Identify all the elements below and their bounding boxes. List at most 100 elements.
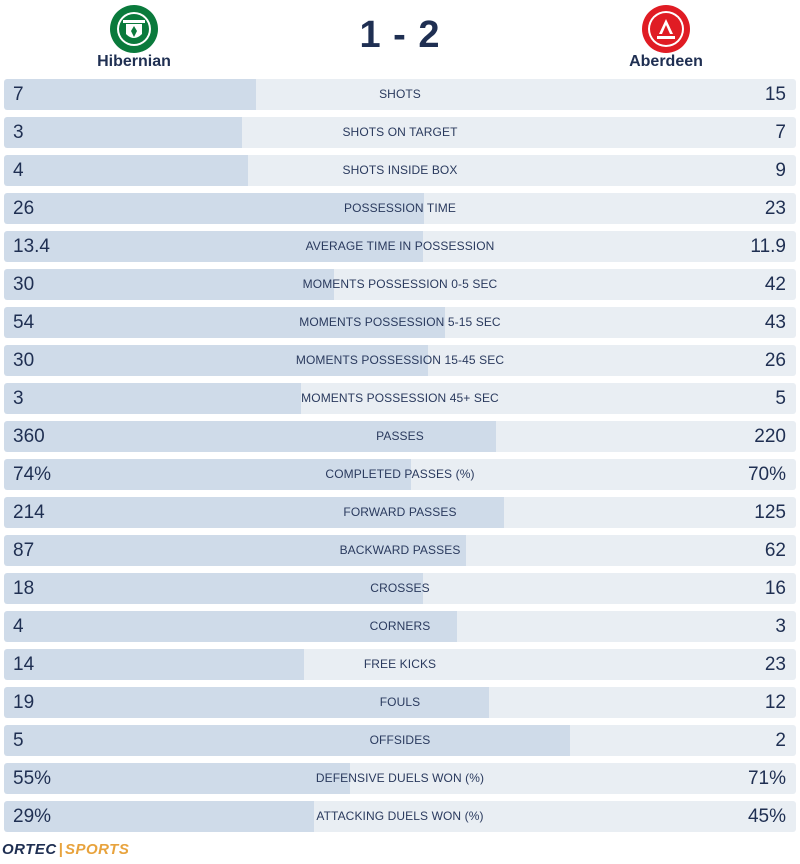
stats-comparison-chart: 7 SHOTS 15 3 SHOTS ON TARGET 7 4 SHOTS INSIDE B… bbox=[4, 79, 796, 839]
stat-row: 14 FREE KICKS 23 bbox=[4, 649, 796, 680]
home-share-bar bbox=[4, 117, 242, 148]
stat-row: 18 CROSSES 16 bbox=[4, 573, 796, 604]
stat-label: MOMENTS POSSESSION 0-5 SEC bbox=[302, 277, 498, 291]
away-value: 3 bbox=[775, 616, 786, 637]
home-share-bar bbox=[4, 345, 429, 376]
stat-label: FREE KICKS bbox=[363, 657, 437, 671]
home-value: 87 bbox=[13, 540, 35, 561]
home-share-bar bbox=[4, 269, 334, 300]
stat-label: MOMENTS POSSESSION 15-45 SEC bbox=[295, 353, 505, 367]
home-value: 13.4 bbox=[13, 236, 50, 257]
home-value: 3 bbox=[13, 388, 24, 409]
home-share-bar bbox=[4, 573, 424, 604]
home-value: 26 bbox=[13, 198, 35, 219]
away-value: 23 bbox=[764, 654, 786, 675]
match-score: 1 - 2 bbox=[359, 14, 441, 56]
stat-label: SHOTS INSIDE BOX bbox=[342, 163, 458, 177]
away-value: 62 bbox=[764, 540, 786, 561]
home-share-bar bbox=[4, 725, 570, 756]
home-value: 4 bbox=[13, 616, 24, 637]
home-value: 7 bbox=[13, 84, 24, 105]
home-value: 29% bbox=[13, 806, 52, 827]
home-share-bar bbox=[4, 383, 301, 414]
stat-label: AVERAGE TIME IN POSSESSION bbox=[305, 239, 495, 253]
home-share-bar bbox=[4, 79, 256, 110]
stat-row: 13.4 AVERAGE TIME IN POSSESSION 11.9 bbox=[4, 231, 796, 262]
logo-brand-ortec: ORTEC bbox=[2, 840, 57, 858]
stat-label: DEFENSIVE DUELS WON (%) bbox=[315, 771, 485, 785]
ortec-sports-logo: ORTEC | SPORTS bbox=[2, 838, 129, 860]
home-value: 30 bbox=[13, 350, 35, 371]
home-share-bar bbox=[4, 687, 490, 718]
stat-row: 360 PASSES 220 bbox=[4, 421, 796, 452]
away-value: 2 bbox=[775, 730, 786, 751]
stat-row: 4 SHOTS INSIDE BOX 9 bbox=[4, 155, 796, 186]
home-value: 74% bbox=[13, 464, 52, 485]
home-share-bar bbox=[4, 307, 445, 338]
stat-label: COMPLETED PASSES (%) bbox=[325, 467, 475, 481]
stat-row: 30 MOMENTS POSSESSION 0-5 SEC 42 bbox=[4, 269, 796, 300]
match-header: Hibernian 1 - 2 Aberdeen bbox=[0, 0, 800, 78]
home-value: 5 bbox=[13, 730, 24, 751]
away-value: 16 bbox=[764, 578, 786, 599]
stat-row: 3 SHOTS ON TARGET 7 bbox=[4, 117, 796, 148]
away-team-name: Aberdeen bbox=[629, 53, 703, 70]
home-value: 55% bbox=[13, 768, 52, 789]
stat-row: 55% DEFENSIVE DUELS WON (%) 71% bbox=[4, 763, 796, 794]
stat-label: FOULS bbox=[379, 695, 421, 709]
home-value: 4 bbox=[13, 160, 24, 181]
home-value: 54 bbox=[13, 312, 35, 333]
stat-label: FORWARD PASSES bbox=[343, 505, 457, 519]
home-share-bar bbox=[4, 611, 457, 642]
stat-label: BACKWARD PASSES bbox=[339, 543, 461, 557]
logo-brand-sports: SPORTS bbox=[64, 840, 130, 858]
aberdeen-crest-icon bbox=[641, 4, 691, 54]
home-value: 14 bbox=[13, 654, 35, 675]
stat-label: MOMENTS POSSESSION 45+ SEC bbox=[301, 391, 499, 405]
stat-row: 214 FORWARD PASSES 125 bbox=[4, 497, 796, 528]
home-share-bar bbox=[4, 649, 304, 680]
stat-label: ATTACKING DUELS WON (%) bbox=[316, 809, 484, 823]
away-value: 26 bbox=[764, 350, 786, 371]
hibernian-crest-icon bbox=[109, 4, 159, 54]
away-value: 42 bbox=[764, 274, 786, 295]
away-value: 220 bbox=[754, 426, 786, 447]
stat-row: 30 MOMENTS POSSESSION 15-45 SEC 26 bbox=[4, 345, 796, 376]
stat-label: SHOTS bbox=[379, 87, 421, 101]
logo-separator: | bbox=[58, 840, 63, 858]
home-share-bar bbox=[4, 193, 425, 224]
home-share-bar bbox=[4, 231, 424, 262]
stat-label: OFFSIDES bbox=[369, 733, 431, 747]
home-share-bar bbox=[4, 459, 411, 490]
home-value: 214 bbox=[13, 502, 45, 523]
stat-row: 26 POSSESSION TIME 23 bbox=[4, 193, 796, 224]
away-value: 7 bbox=[775, 122, 786, 143]
away-value: 45% bbox=[747, 806, 786, 827]
stat-label: MOMENTS POSSESSION 5-15 SEC bbox=[299, 315, 501, 329]
away-value: 5 bbox=[775, 388, 786, 409]
home-value: 19 bbox=[13, 692, 35, 713]
home-value: 3 bbox=[13, 122, 24, 143]
stat-row: 54 MOMENTS POSSESSION 5-15 SEC 43 bbox=[4, 307, 796, 338]
home-team-name: Hibernian bbox=[97, 53, 171, 70]
home-value: 18 bbox=[13, 578, 35, 599]
stat-row: 87 BACKWARD PASSES 62 bbox=[4, 535, 796, 566]
stat-row: 74% COMPLETED PASSES (%) 70% bbox=[4, 459, 796, 490]
home-value: 30 bbox=[13, 274, 35, 295]
away-value: 71% bbox=[747, 768, 786, 789]
away-value: 125 bbox=[754, 502, 786, 523]
stat-label: PASSES bbox=[376, 429, 424, 443]
home-share-bar bbox=[4, 535, 467, 566]
away-value: 12 bbox=[764, 692, 786, 713]
away-value: 11.9 bbox=[750, 236, 786, 257]
stat-row: 29% ATTACKING DUELS WON (%) 45% bbox=[4, 801, 796, 832]
stat-row: 5 OFFSIDES 2 bbox=[4, 725, 796, 756]
away-value: 43 bbox=[764, 312, 786, 333]
home-share-bar bbox=[4, 763, 350, 794]
home-share-bar bbox=[4, 421, 496, 452]
away-value: 23 bbox=[764, 198, 786, 219]
stat-label: CROSSES bbox=[370, 581, 430, 595]
stat-row: 7 SHOTS 15 bbox=[4, 79, 796, 110]
home-share-bar bbox=[4, 497, 504, 528]
stat-label: SHOTS ON TARGET bbox=[342, 125, 458, 139]
